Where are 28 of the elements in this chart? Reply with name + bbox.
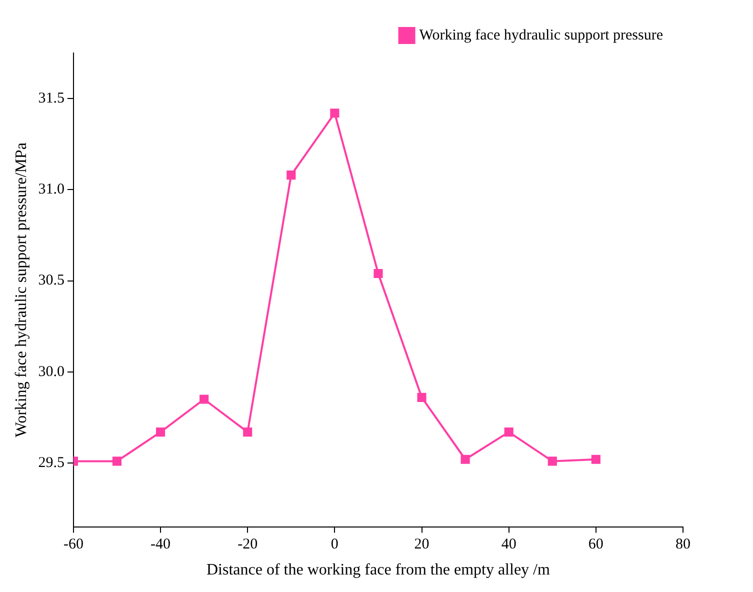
- legend-label: Working face hydraulic support pressure: [419, 27, 664, 44]
- point: [460, 454, 470, 464]
- point: [243, 428, 252, 437]
- x-axis-title: Distance of the working face from the empty alley /m: [206, 562, 550, 579]
- x-tick-label: 80: [676, 536, 690, 553]
- point: [417, 392, 426, 402]
- point: [200, 394, 209, 404]
- point: [112, 456, 122, 466]
- y-tick-label: 29.5: [38, 454, 64, 471]
- y-axis-title: Working face hydraulic support pressure/MPa: [12, 142, 30, 438]
- point: [330, 108, 340, 118]
- x-tick-label: -60: [63, 536, 84, 553]
- y-tick-label: 30.0: [38, 364, 64, 380]
- point: [374, 268, 383, 278]
- x-tick-label: 20: [414, 536, 430, 553]
- y-tick-label: 31.5: [38, 90, 64, 106]
- x-tick-label: 60: [588, 536, 604, 553]
- point: [156, 428, 166, 437]
- x-tick-label: -40: [150, 536, 171, 553]
- y-tick-label: 30.5: [38, 272, 64, 289]
- point: [504, 428, 514, 437]
- x-tick-label: 0: [330, 536, 338, 553]
- point: [548, 456, 557, 466]
- x-tick-label: 40: [501, 536, 516, 553]
- point: [591, 454, 600, 464]
- x-tick-label: -20: [238, 536, 258, 553]
- point: [286, 170, 296, 180]
- y-tick-label: 31.0: [38, 182, 64, 198]
